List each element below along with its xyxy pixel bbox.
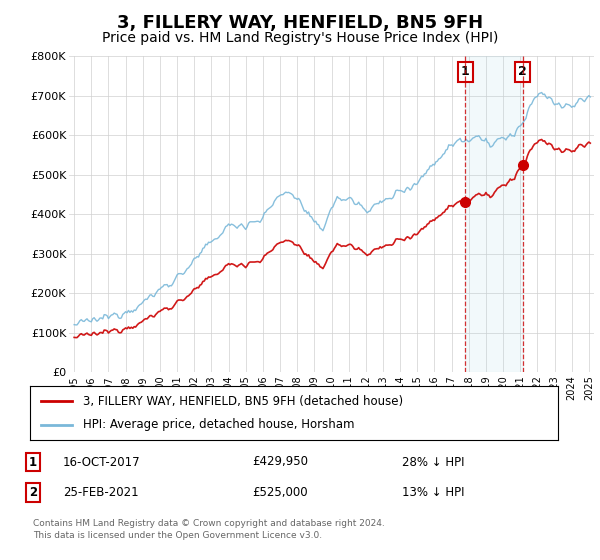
- Text: 13% ↓ HPI: 13% ↓ HPI: [402, 486, 464, 500]
- Text: 1: 1: [461, 66, 470, 78]
- Text: 1: 1: [29, 455, 37, 469]
- Text: Price paid vs. HM Land Registry's House Price Index (HPI): Price paid vs. HM Land Registry's House …: [102, 31, 498, 45]
- Text: £525,000: £525,000: [252, 486, 308, 500]
- Text: Contains HM Land Registry data © Crown copyright and database right 2024.
This d: Contains HM Land Registry data © Crown c…: [33, 519, 385, 540]
- Text: 3, FILLERY WAY, HENFIELD, BN5 9FH (detached house): 3, FILLERY WAY, HENFIELD, BN5 9FH (detac…: [83, 395, 403, 408]
- Text: 25-FEB-2021: 25-FEB-2021: [63, 486, 139, 500]
- Text: 2: 2: [29, 486, 37, 500]
- Text: 3, FILLERY WAY, HENFIELD, BN5 9FH: 3, FILLERY WAY, HENFIELD, BN5 9FH: [117, 14, 483, 32]
- Text: 2: 2: [518, 66, 527, 78]
- Bar: [465, 56, 523, 372]
- Text: £429,950: £429,950: [252, 455, 308, 469]
- Text: 28% ↓ HPI: 28% ↓ HPI: [402, 455, 464, 469]
- Text: 16-OCT-2017: 16-OCT-2017: [63, 455, 140, 469]
- Text: HPI: Average price, detached house, Horsham: HPI: Average price, detached house, Hors…: [83, 418, 354, 431]
